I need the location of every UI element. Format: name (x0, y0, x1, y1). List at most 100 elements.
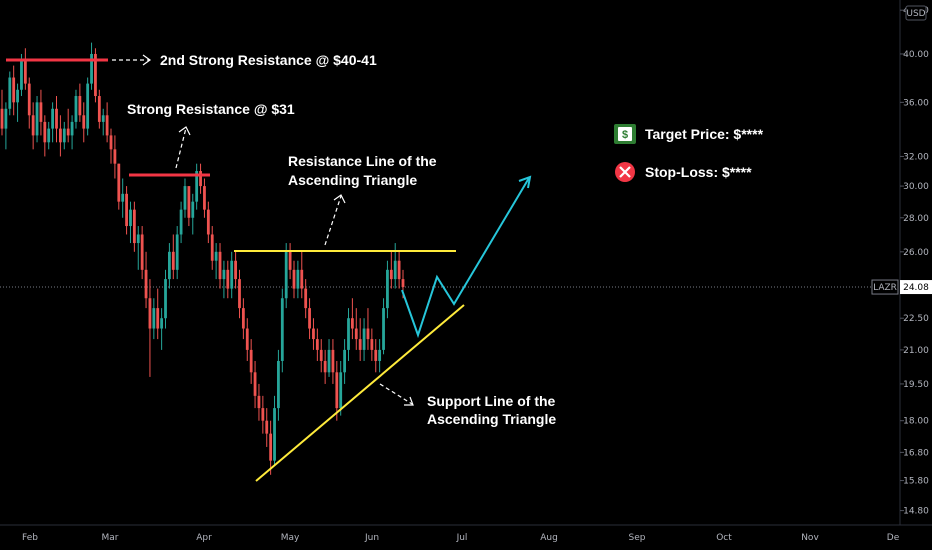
candle-body (366, 328, 370, 340)
candle-body (269, 433, 273, 461)
candle-body (203, 186, 206, 210)
candle-body (8, 77, 12, 109)
candle-body (117, 163, 121, 202)
symbol-label: LAZR (873, 283, 897, 293)
target-icon-glyph: $ (622, 129, 628, 141)
x-tick-label: Jul (456, 533, 468, 543)
candle-body (339, 372, 343, 409)
candle-body (323, 360, 327, 373)
y-tick-label: 21.00 (903, 346, 929, 356)
candle-body (362, 328, 366, 350)
candle-body (66, 128, 70, 136)
candle-body (378, 349, 382, 361)
projected-path[interactable] (401, 177, 530, 339)
last-price-tag (900, 280, 932, 295)
candle-body (257, 395, 261, 409)
candle-body (210, 234, 214, 261)
strong-resistance-label: Strong Resistance @ $31 (127, 101, 295, 117)
y-tick-label: 32.00 (903, 152, 929, 162)
candle-body (288, 251, 292, 270)
candle-body (129, 209, 132, 227)
y-tick-label: 18.00 (903, 417, 929, 427)
candle-body (191, 201, 195, 218)
x-tick-label: Jun (364, 533, 379, 543)
candle-body (382, 308, 385, 350)
candle-body (90, 53, 93, 84)
candle-body (347, 318, 350, 350)
target-price-label: Target Price: $**** (645, 126, 764, 142)
x-tick-label: Nov (801, 533, 819, 543)
triangle-support-line[interactable] (255, 304, 465, 482)
y-tick-label: 15.80 (903, 477, 929, 487)
candle-body (397, 260, 401, 280)
symbol-tag (871, 279, 899, 295)
candle-body (241, 308, 245, 329)
candle-body (331, 349, 335, 373)
strong-resistance-arrowhead (178, 126, 191, 136)
candle-body (175, 234, 179, 270)
candle-body (55, 108, 58, 129)
x-tick-label: Aug (540, 533, 558, 543)
x-tick-label: Mar (102, 533, 119, 543)
candle-body (105, 115, 109, 136)
candle-body (47, 128, 51, 143)
candle-body (354, 328, 358, 340)
candle-body (304, 288, 308, 309)
candle-body (82, 115, 86, 129)
triangle-resistance-label-1: Resistance Line of the (288, 153, 437, 169)
candle-body (249, 349, 253, 373)
candle-body (319, 349, 323, 361)
x-tick-label: De (887, 533, 900, 543)
x-tick-label: Sep (629, 533, 646, 543)
candle-body (0, 108, 4, 129)
y-tick-label: 40.00 (903, 50, 929, 60)
candle-body (171, 251, 175, 270)
candle-body (78, 96, 82, 116)
candle-body (113, 149, 117, 164)
candle-body (156, 308, 160, 329)
y-tick-label: 16.80 (903, 448, 929, 458)
y-tick-label: 36.00 (903, 98, 929, 108)
candle-body (74, 96, 78, 122)
candle-body (58, 128, 62, 143)
candle-body (284, 251, 288, 299)
candle-body (335, 372, 339, 409)
candle-body (16, 89, 19, 103)
candle-body (31, 115, 35, 136)
candle-body (308, 308, 311, 329)
candle-body (218, 251, 222, 280)
candle-body (315, 339, 319, 350)
candle-body (125, 193, 128, 227)
candle-body (168, 251, 171, 280)
currency-badge[interactable] (905, 5, 927, 21)
candle-body (86, 83, 90, 129)
candle-body (4, 108, 8, 129)
candlestick-series (0, 42, 405, 475)
support-label-1: Support Line of the (427, 393, 556, 409)
candle-body (136, 234, 140, 244)
x-tick-label: Feb (22, 533, 38, 543)
candle-body (109, 135, 113, 150)
candle-body (253, 372, 257, 396)
candle-body (393, 260, 397, 280)
candle-body (183, 186, 187, 210)
candle-body (401, 279, 405, 288)
candle-body (62, 128, 66, 143)
candle-body (238, 279, 241, 309)
candle-body (43, 121, 47, 143)
projected-path-arrowhead (518, 175, 532, 189)
candle-body (51, 108, 55, 129)
candle-body (273, 408, 276, 461)
candle-body (386, 269, 389, 309)
candle-body (296, 269, 300, 289)
candle-body (265, 420, 269, 434)
candle-body (277, 360, 280, 409)
triangle-resistance-label-2: Ascending Triangle (288, 172, 417, 188)
candle-body (327, 349, 331, 373)
candle-body (144, 269, 148, 299)
candle-body (94, 53, 97, 97)
triangle-resistance-arrow (324, 195, 342, 246)
candle-body (70, 121, 74, 136)
